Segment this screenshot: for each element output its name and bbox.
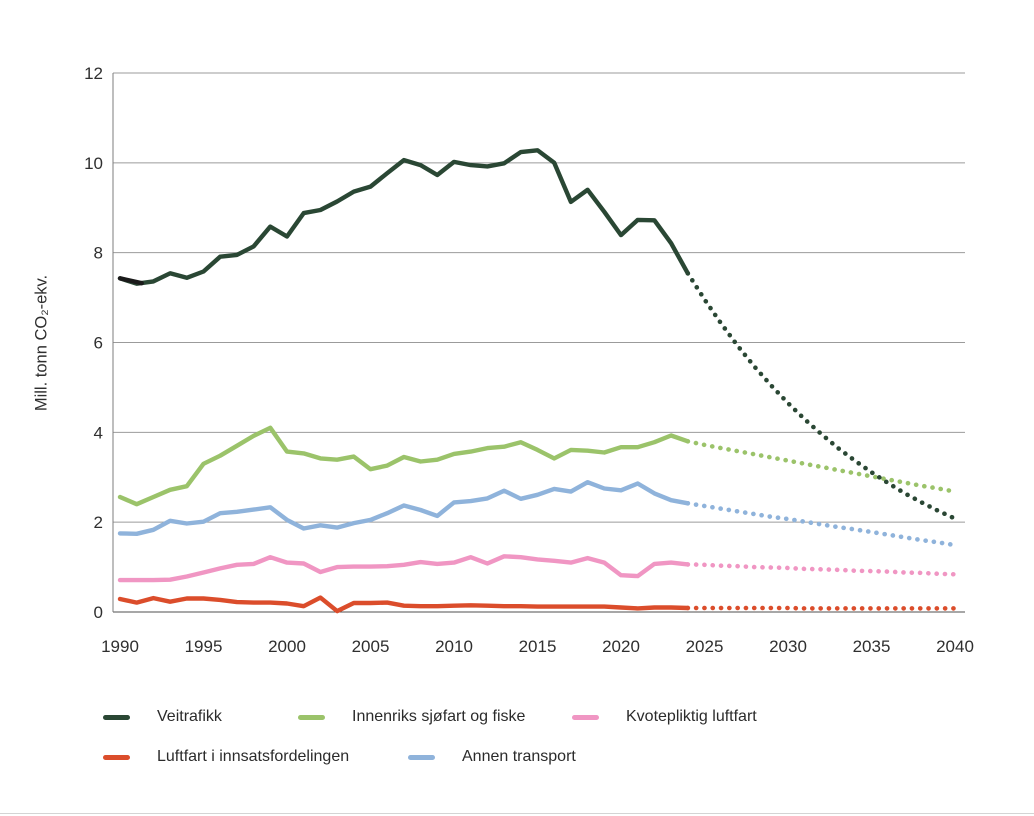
legend-item-luftfart-i-innsatsfordelingen: Luftfart i innsatsfordelingen xyxy=(103,747,349,767)
x-tick-label-2025: 2025 xyxy=(686,637,724,656)
legend-label-annen-transport: Annen transport xyxy=(462,748,576,765)
legend-item-kvotepliktig-luftfart: Kvotepliktig luftfart xyxy=(572,707,757,727)
series-historical-line-luftfart-i-innsatsfordelingen xyxy=(117,595,690,614)
legend-label-innenriks-sjofart-og-fiske: Innenriks sjøfart og fiske xyxy=(352,708,526,725)
legend-label-veitrafikk: Veitrafikk xyxy=(157,708,222,725)
series-historical-line-innenriks-sjofart-og-fiske xyxy=(117,425,690,507)
y-tick-label-4: 4 xyxy=(94,423,103,442)
x-tick-label-2005: 2005 xyxy=(352,637,390,656)
legend-item-veitrafikk: Veitrafikk xyxy=(103,707,222,727)
x-tick-label-1995: 1995 xyxy=(185,637,223,656)
series-projection-line-kvotepliktig-luftfart xyxy=(685,562,958,577)
series-historical-line-kvotepliktig-luftfart xyxy=(117,554,690,583)
y-axis-title: Mill. tonn CO₂-ekv. xyxy=(32,274,51,412)
x-tick-label-1990: 1990 xyxy=(101,637,139,656)
legend-swatch-veitrafikk xyxy=(103,714,130,720)
y-tick-label-0: 0 xyxy=(94,603,103,622)
y-tick-label-12: 12 xyxy=(84,64,103,83)
series-projection-line-annen-transport xyxy=(685,500,958,548)
legend-swatch-kvotepliktig-luftfart xyxy=(572,714,599,720)
y-tick-label-10: 10 xyxy=(84,154,103,173)
x-tick-label-2035: 2035 xyxy=(853,637,891,656)
legend-item-innenriks-sjofart-og-fiske: Innenriks sjøfart og fiske xyxy=(298,707,525,727)
x-tick-label-2020: 2020 xyxy=(602,637,640,656)
legend-item-annen-transport: Annen transport xyxy=(408,747,576,767)
figure-bottom-divider xyxy=(0,813,1034,814)
x-tick-label-2010: 2010 xyxy=(435,637,473,656)
legend-label-luftfart-i-innsatsfordelingen: Luftfart i innsatsfordelingen xyxy=(157,748,350,765)
legend-swatch-annen-transport xyxy=(408,754,435,760)
y-tick-label-8: 8 xyxy=(94,244,103,263)
x-tick-label-2015: 2015 xyxy=(519,637,557,656)
x-tick-label-2030: 2030 xyxy=(769,637,807,656)
series-lead-segment-veitrafikk xyxy=(117,276,144,286)
y-tick-label-2: 2 xyxy=(94,513,103,532)
x-tick-label-2040: 2040 xyxy=(936,637,974,656)
series-historical-line-annen-transport xyxy=(117,480,690,536)
legend-swatch-luftfart-i-innsatsfordelingen xyxy=(103,754,130,760)
series-historical-line-veitrafikk xyxy=(117,148,690,286)
series-projection-line-innenriks-sjofart-og-fiske xyxy=(685,438,958,494)
chart-plot-area: 0 2 4 6 8 10 12 1990 1995 2000 2005 2010 2015 2020 202… xyxy=(84,64,974,656)
legend-swatch-innenriks-sjofart-og-fiske xyxy=(298,714,325,720)
series-projection-line-veitrafikk xyxy=(685,270,958,521)
y-tick-label-6: 6 xyxy=(94,334,103,353)
x-tick-label-2000: 2000 xyxy=(268,637,306,656)
legend-label-kvotepliktig-luftfart: Kvotepliktig luftfart xyxy=(626,708,757,725)
